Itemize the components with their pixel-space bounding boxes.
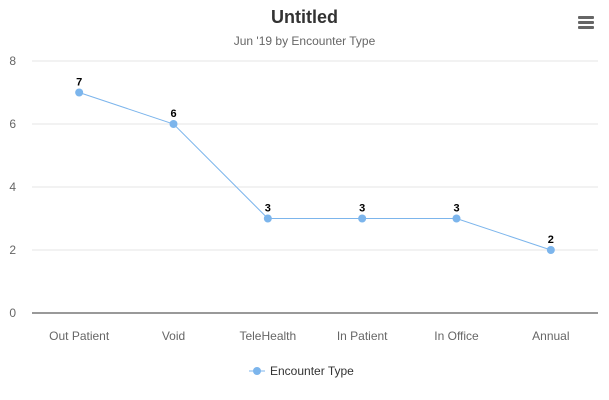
x-tick-label: Out Patient — [49, 329, 110, 343]
data-point — [263, 214, 272, 223]
x-tick-label: Void — [162, 329, 185, 343]
data-point — [358, 214, 367, 223]
x-axis: Out Patient Void TeleHealth In Patient In Of… — [32, 312, 598, 343]
data-label: 7 — [76, 77, 82, 89]
x-tick-label: In Patient — [337, 329, 388, 343]
data-point — [452, 214, 461, 223]
series-layer: 7 6 3 3 3 2 — [75, 76, 555, 254]
data-point — [546, 246, 555, 254]
x-tick-label: In Office — [434, 329, 479, 343]
y-tick-label: 2 — [9, 243, 16, 257]
menu-bar — [578, 21, 594, 24]
data-label: 3 — [359, 203, 365, 215]
y-tick-label: 0 — [9, 306, 16, 320]
data-label: 3 — [265, 203, 271, 215]
data-label: 3 — [453, 203, 459, 215]
chart-title: Untitled — [271, 7, 338, 27]
grid-lines — [32, 60, 598, 251]
x-tick-label: TeleHealth — [239, 329, 296, 343]
y-tick-label: 6 — [9, 117, 16, 131]
menu-bar — [578, 26, 594, 29]
legend-label: Encounter Type — [270, 364, 354, 378]
hamburger-menu-icon[interactable] — [574, 14, 598, 34]
legend: Encounter Type — [249, 364, 354, 378]
chart-subtitle: Jun '19 by Encounter Type — [233, 34, 376, 48]
data-label: 2 — [548, 234, 554, 246]
data-point — [169, 120, 178, 128]
data-point — [75, 88, 84, 97]
series-line — [79, 92, 551, 251]
data-label: 6 — [170, 108, 176, 120]
menu-bar — [578, 16, 594, 19]
x-tick-label: Annual — [532, 329, 569, 343]
y-axis-ticks: 0 2 4 6 8 — [9, 54, 16, 320]
y-tick-label: 4 — [9, 180, 16, 194]
legend-marker — [253, 367, 261, 375]
y-tick-label: 8 — [9, 54, 16, 68]
